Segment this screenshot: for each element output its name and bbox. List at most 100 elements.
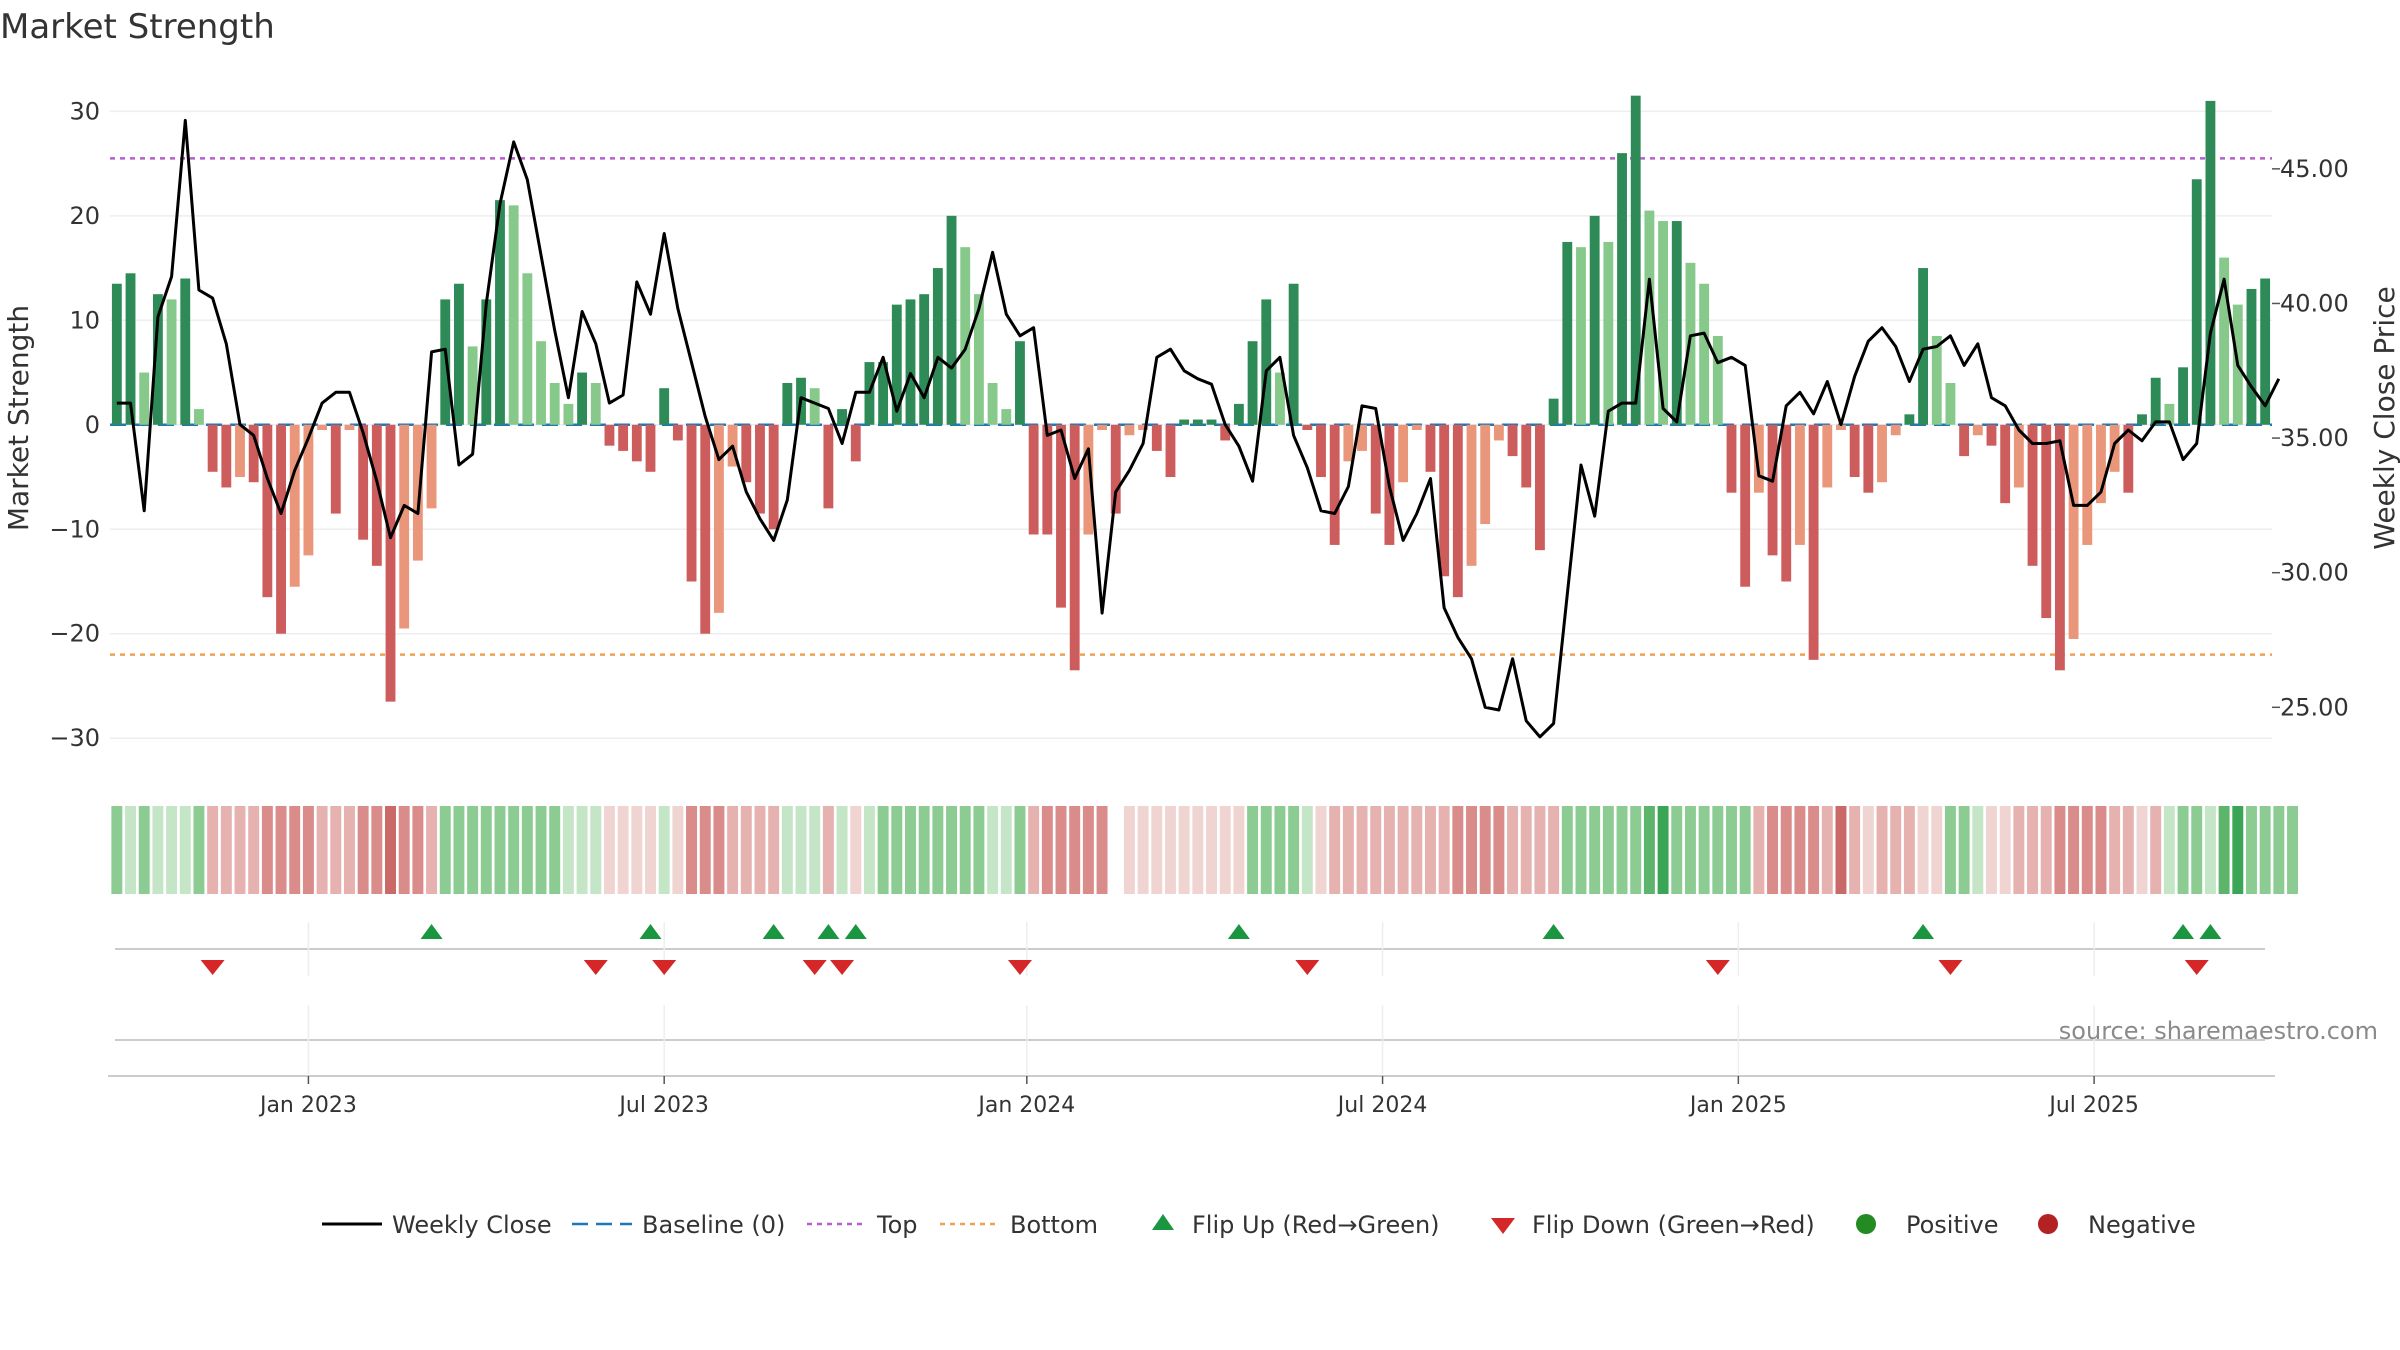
strength-bar <box>631 424 642 462</box>
strength-bar <box>1411 424 1422 430</box>
strength-bar <box>1548 398 1559 425</box>
band-cell <box>617 806 629 894</box>
band-cell <box>111 806 123 894</box>
legend-swatch <box>1491 1218 1515 1234</box>
strength-bar <box>1398 424 1409 483</box>
strength-bar <box>1603 241 1614 425</box>
band-cell <box>343 806 355 894</box>
source-label: source: sharemaestro.com <box>2059 1017 2378 1045</box>
band-cell <box>1397 806 1409 894</box>
strength-bar <box>1931 335 1942 425</box>
legend-item: Weekly Close <box>322 1211 552 1239</box>
strength-bar <box>2164 403 2175 425</box>
band-cell <box>1069 806 1081 894</box>
band-cell <box>2027 806 2039 894</box>
band-cell <box>946 806 958 894</box>
band-cell <box>1192 806 1204 894</box>
band-cell <box>385 806 396 894</box>
band-cell <box>727 806 739 894</box>
y-tick-label: −10 <box>49 515 100 543</box>
flip-down-marker <box>802 960 827 975</box>
band-cell <box>1301 806 1313 894</box>
strength-bar <box>1535 424 1545 551</box>
band-cell <box>795 806 807 894</box>
band-cell <box>1370 806 1382 894</box>
strength-bar <box>1261 299 1272 425</box>
strength-bar <box>960 247 971 425</box>
strength-bar <box>1452 424 1463 598</box>
legend-label: Baseline (0) <box>642 1211 785 1239</box>
strength-bar <box>1357 424 1367 451</box>
strength-bar <box>2246 288 2257 425</box>
strength-bar <box>1124 424 1135 436</box>
band-cell <box>672 806 684 894</box>
band-cell <box>398 806 410 894</box>
flip-down-marker <box>1007 960 1032 975</box>
strength-bar <box>1822 424 1833 488</box>
band-cell <box>2095 806 2107 894</box>
band-cell <box>891 806 903 894</box>
band-cell <box>207 806 219 894</box>
band-cell <box>1903 806 1915 894</box>
strength-bar <box>467 346 478 425</box>
strength-bar <box>604 424 615 446</box>
band-cell <box>412 806 424 894</box>
strength-bar <box>1986 424 1997 446</box>
band-cell <box>1890 806 1902 894</box>
strength-bar <box>1712 335 1723 425</box>
band-cell <box>1726 806 1737 894</box>
y2-tick-label: 35.00 <box>2280 424 2349 452</box>
band-cell <box>1753 806 1765 894</box>
band-cell <box>1507 806 1519 894</box>
band-cell <box>1561 806 1573 894</box>
band-cell <box>261 806 273 894</box>
y-tick-label: 0 <box>85 411 100 439</box>
band-cell <box>1767 806 1779 894</box>
band-cell <box>1041 806 1053 894</box>
strength-bar <box>1658 221 1669 425</box>
band-cell <box>535 806 547 894</box>
band-cell <box>480 806 492 894</box>
strength-bar <box>1480 424 1491 525</box>
strength-bar <box>1220 424 1231 441</box>
band-cell <box>1794 806 1806 894</box>
strength-bar <box>481 299 492 425</box>
strength-bar <box>1863 424 1874 493</box>
band-cell <box>1000 806 1012 894</box>
flip-down-marker <box>2184 960 2209 975</box>
legend-item: Positive <box>1856 1211 1999 1239</box>
band-cell <box>1917 806 1929 894</box>
strength-bar <box>1589 215 1600 425</box>
strength-bar <box>495 200 505 425</box>
strength-bar <box>371 424 382 566</box>
band-cell <box>1247 806 1259 894</box>
strength-bar <box>1069 424 1080 671</box>
band-cell <box>357 806 369 894</box>
band-cell <box>1821 806 1833 894</box>
legend-item: Flip Down (Green→Red) <box>1491 1211 1815 1239</box>
band-cell <box>918 806 930 894</box>
band-cell <box>138 806 150 894</box>
strength-bar <box>235 424 245 478</box>
band-cell <box>645 806 656 894</box>
band-cell <box>2177 806 2189 894</box>
band-cell <box>1466 806 1477 894</box>
left-y-axis: 30 20 10 0 −10 −20 −30 <box>49 97 100 752</box>
strength-bar <box>1247 341 1258 425</box>
flip-down-marker <box>652 960 677 975</box>
strength-bar <box>344 424 355 430</box>
legend-swatch <box>1152 1214 1174 1230</box>
band-cell <box>590 806 602 894</box>
band-cell <box>316 806 328 894</box>
band-cell <box>1165 806 1176 894</box>
strength-bar <box>1001 409 1012 425</box>
strength-bar <box>166 299 177 425</box>
flip-up-marker <box>1912 924 1935 939</box>
y-tick-label: −20 <box>49 620 100 648</box>
strength-bar <box>412 424 423 561</box>
flip-up-marker <box>420 924 443 939</box>
band-cell <box>234 806 246 894</box>
strength-bar <box>1562 241 1573 425</box>
strength-bar <box>618 424 629 451</box>
band-cell <box>1055 806 1067 894</box>
